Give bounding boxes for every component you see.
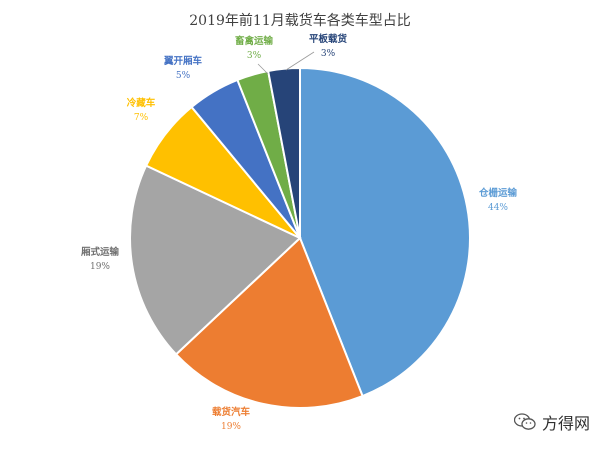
slice-percent-3: 19% [90, 262, 110, 272]
watermark-text: 方得网 [542, 414, 591, 433]
slice-percent-1: 44% [488, 203, 508, 213]
slice-label-2: 载货汽车 [212, 406, 251, 418]
slice-label-4: 冷藏车 [127, 97, 156, 109]
chart-title: 2019年前11月载货车各类车型占比 [189, 12, 410, 29]
slice-percent-5: 5% [176, 71, 191, 81]
slice-label-6: 畜禽运输 [235, 35, 274, 47]
slice-percent-7: 3% [321, 49, 336, 59]
slice-label-5: 翼开厢车 [163, 55, 203, 67]
slice-label-1: 仓栅运输 [478, 187, 518, 199]
slice-percent-2: 19% [221, 422, 241, 432]
slice-percent-4: 7% [134, 113, 149, 123]
pie-slices [129, 66, 471, 409]
slice-labels: 仓栅运输 44% 载货汽车 19% 厢式运输 19% 冷藏车 7% 翼开厢车 5% 畜禽运输 3% 平板… [81, 33, 518, 432]
leader-line-6 [257, 63, 269, 75]
slice-label-3: 厢式运输 [81, 246, 120, 258]
wechat-icon [514, 413, 536, 430]
pie-slice-7 [266, 66, 301, 239]
watermark: 方得网 [514, 409, 598, 435]
leader-lines [257, 51, 315, 75]
leader-line-7 [285, 51, 315, 71]
slice-percent-6: 3% [247, 51, 262, 61]
pie-slice-3 [129, 164, 302, 356]
pie-slice-2 [174, 236, 364, 409]
slice-label-7: 平板载货 [309, 33, 348, 45]
pie-slice-1 [299, 66, 471, 398]
